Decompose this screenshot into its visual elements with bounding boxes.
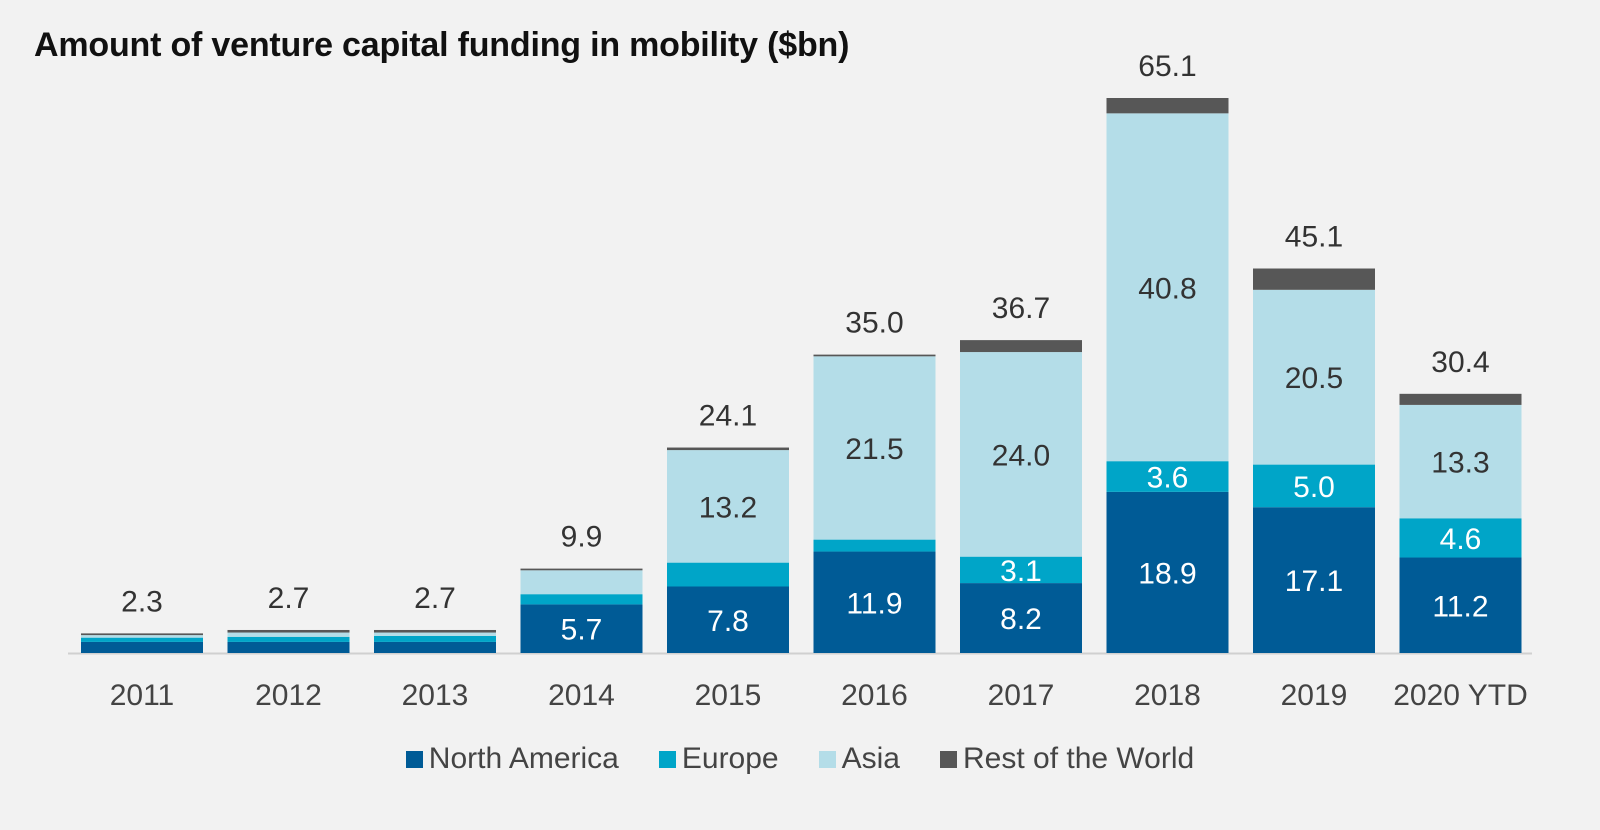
x-tick-label: 2016	[841, 679, 908, 712]
bar-segment-north-america-2012	[227, 641, 350, 653]
total-label: 2.7	[414, 582, 456, 615]
data-label: 20.5	[1285, 362, 1343, 395]
bar-segment-asia-2018	[1106, 113, 1229, 462]
bar-segment-asia-2017	[960, 352, 1082, 557]
legend: North America Europe Asia Rest of the World	[0, 742, 1600, 776]
bar-segment-north-america-2018	[1106, 491, 1229, 653]
total-label: 65.1	[1138, 50, 1196, 83]
x-tick-label: 2013	[402, 679, 469, 712]
data-label: 21.5	[845, 433, 903, 466]
total-label: 2.7	[268, 582, 310, 615]
legend-item-north-america: North America	[405, 742, 619, 776]
bar-segment-asia-2020-ytd	[1399, 404, 1522, 519]
data-label: 8.2	[1000, 603, 1042, 636]
total-label: 36.7	[992, 292, 1050, 325]
data-label: 17.1	[1285, 565, 1343, 598]
bar-segment-europe-2016	[813, 539, 936, 552]
bar-segment-north-america-2014	[520, 604, 643, 653]
bar-segment-north-america-2015	[667, 586, 789, 653]
bar-segment-north-america-2017	[960, 583, 1082, 653]
total-label: 2.3	[121, 585, 163, 618]
x-tick-label: 2017	[988, 679, 1055, 712]
bar-segment-north-america-2011	[81, 641, 203, 653]
data-label: 7.8	[707, 605, 749, 638]
total-label: 24.1	[699, 400, 757, 433]
bar-segment-north-america-2019	[1253, 507, 1375, 653]
data-label: 11.9	[846, 587, 902, 620]
bar-segment-rest-of-the-world-2012	[227, 629, 350, 633]
bar-segment-rest-of-the-world-2011	[81, 633, 203, 636]
bar-segment-europe-2020-ytd	[1399, 518, 1522, 558]
bar-segment-rest-of-the-world-2015	[667, 447, 789, 451]
legend-label: North America	[428, 742, 619, 775]
bar-segment-rest-of-the-world-2017	[960, 340, 1082, 353]
legend-label: Rest of the World	[962, 742, 1195, 775]
bar-segment-europe-2013	[374, 635, 496, 642]
bar-segment-north-america-2013	[374, 641, 496, 653]
bar-segment-north-america-2020-ytd	[1399, 557, 1522, 653]
x-tick-label: 2019	[1281, 679, 1348, 712]
bar-segment-europe-2015	[667, 562, 789, 587]
data-label: 3.6	[1147, 462, 1189, 495]
bar-segment-europe-2017	[960, 556, 1082, 584]
chart-title: Amount of venture capital funding in mob…	[34, 26, 850, 64]
total-label: 45.1	[1285, 221, 1343, 254]
bar-segment-rest-of-the-world-2016	[813, 354, 936, 357]
data-label: 5.7	[561, 614, 603, 647]
bar-segment-rest-of-the-world-2019	[1253, 268, 1375, 290]
legend-swatch	[939, 750, 957, 768]
data-label: 18.9	[1138, 557, 1196, 590]
data-label: 40.8	[1138, 272, 1196, 305]
total-label: 35.0	[845, 307, 903, 340]
bar-segment-asia-2019	[1253, 289, 1375, 465]
data-label: 11.2	[1432, 590, 1488, 623]
bar-segment-asia-2011	[81, 635, 203, 638]
legend-swatch	[818, 750, 836, 768]
legend-label: Europe	[681, 742, 779, 775]
legend-item-europe: Europe	[658, 742, 779, 776]
bar-segment-europe-2019	[1253, 464, 1375, 508]
x-tick-label: 2015	[695, 679, 762, 712]
data-label: 13.2	[699, 491, 757, 524]
x-tick-label: 2014	[548, 679, 615, 712]
data-label: 3.1	[1000, 555, 1042, 588]
bar-segment-rest-of-the-world-2013	[374, 629, 496, 633]
bar-segment-asia-2013	[374, 632, 496, 636]
legend-label: Asia	[841, 742, 900, 775]
x-tick-label: 2018	[1134, 679, 1201, 712]
data-label: 5.0	[1293, 471, 1335, 504]
data-label: 13.3	[1431, 447, 1489, 480]
legend-swatch	[658, 750, 676, 768]
bar-segment-rest-of-the-world-2020-ytd	[1399, 393, 1522, 405]
bar-segment-europe-2011	[81, 637, 203, 642]
bar-segment-asia-2012	[227, 632, 350, 637]
data-label: 24.0	[992, 439, 1050, 472]
data-label: 4.6	[1440, 523, 1482, 556]
x-tick-label: 2020 YTD	[1393, 679, 1528, 712]
bar-segment-europe-2012	[227, 636, 350, 642]
bar-segment-rest-of-the-world-2018	[1106, 98, 1229, 114]
x-tick-label: 2011	[110, 679, 175, 712]
bar-segment-asia-2014	[520, 570, 643, 595]
bar-segment-rest-of-the-world-2014	[520, 568, 643, 571]
legend-item-asia: Asia	[818, 742, 900, 776]
bar-segment-north-america-2016	[813, 551, 936, 653]
bar-segment-asia-2015	[667, 450, 789, 563]
legend-item-rest-of-the-world: Rest of the World	[939, 742, 1195, 776]
legend-swatch	[405, 750, 423, 768]
total-label: 9.9	[561, 521, 603, 554]
bar-segment-asia-2016	[813, 356, 936, 540]
total-label: 30.4	[1431, 346, 1489, 379]
bar-segment-europe-2014	[520, 594, 643, 605]
bar-segment-europe-2018	[1106, 461, 1229, 492]
x-tick-label: 2012	[255, 679, 322, 712]
